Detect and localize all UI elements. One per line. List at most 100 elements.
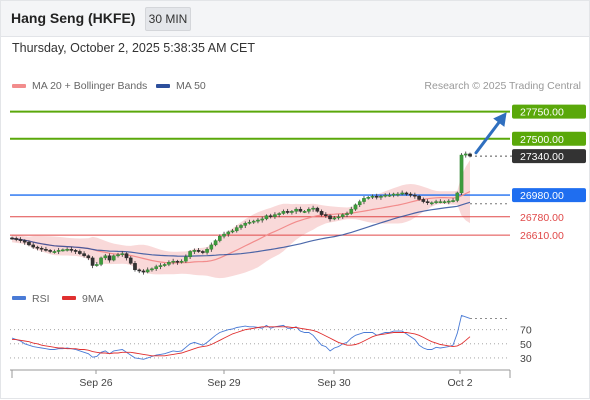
legend-ma20: MA 20 + Bollinger Bands bbox=[12, 80, 147, 92]
level-tag-2 bbox=[512, 149, 586, 164]
candle bbox=[56, 247, 61, 255]
candle bbox=[336, 214, 341, 220]
arrow-head bbox=[493, 112, 507, 127]
candle-body bbox=[446, 200, 451, 203]
ma50-label: MA 50 bbox=[176, 80, 206, 92]
level-label-1: 27500.00 bbox=[520, 134, 564, 146]
candle-body bbox=[307, 208, 311, 212]
level-label-3: 26980.00 bbox=[520, 190, 564, 202]
candle bbox=[14, 236, 19, 242]
candle-body bbox=[61, 249, 65, 252]
candle-body bbox=[226, 231, 231, 235]
candle bbox=[201, 250, 205, 255]
candle-body bbox=[145, 269, 150, 273]
candle-body bbox=[455, 192, 460, 201]
candle-body bbox=[400, 192, 404, 195]
candle bbox=[234, 225, 239, 233]
candle bbox=[408, 192, 413, 198]
candle-body bbox=[442, 201, 447, 203]
candle bbox=[116, 252, 120, 258]
candle-body bbox=[128, 257, 133, 264]
candle-body bbox=[196, 250, 201, 252]
rsi-ma-legend-label: 9MA bbox=[82, 293, 104, 305]
candle bbox=[345, 211, 349, 218]
chart-header: Hang Seng (HKFE) 30 MIN bbox=[0, 0, 590, 37]
timeframe-button[interactable]: 30 MIN bbox=[145, 7, 191, 31]
candle bbox=[95, 262, 99, 267]
candle bbox=[78, 249, 82, 255]
candle-body bbox=[298, 208, 303, 212]
candle-body bbox=[247, 221, 252, 224]
candle bbox=[111, 254, 116, 262]
candle-body bbox=[205, 249, 209, 253]
candle bbox=[340, 213, 345, 219]
candle bbox=[192, 248, 197, 255]
candle-body bbox=[124, 253, 129, 259]
candle-body bbox=[438, 201, 443, 203]
candle bbox=[260, 216, 265, 223]
candle bbox=[150, 267, 154, 272]
candle-body bbox=[234, 227, 239, 232]
candle bbox=[362, 195, 366, 205]
candle-body bbox=[27, 242, 31, 246]
candle-body bbox=[281, 211, 286, 214]
candle-body bbox=[52, 251, 57, 253]
candle-body bbox=[404, 192, 409, 195]
candle-body bbox=[188, 251, 192, 258]
candle bbox=[69, 246, 74, 253]
candle bbox=[277, 212, 281, 218]
candle bbox=[175, 259, 180, 265]
candle bbox=[128, 256, 133, 265]
candle-body bbox=[451, 200, 455, 202]
candle-body bbox=[391, 193, 396, 196]
candle-body bbox=[387, 194, 392, 197]
candle bbox=[374, 193, 379, 200]
candle-body bbox=[332, 217, 337, 220]
candle-body bbox=[111, 255, 116, 261]
level-label-2: 27340.00 bbox=[520, 151, 564, 163]
candle bbox=[205, 247, 209, 255]
candle-body bbox=[302, 211, 307, 213]
candle bbox=[145, 267, 150, 274]
candle bbox=[251, 219, 256, 224]
candle-body bbox=[357, 201, 362, 206]
candle bbox=[404, 191, 409, 196]
candle-body bbox=[90, 257, 95, 266]
x-tick-label-2: Sep 30 bbox=[317, 377, 350, 389]
candle-body bbox=[141, 270, 146, 273]
moving-averages bbox=[11, 191, 471, 264]
candle bbox=[73, 249, 78, 255]
candle bbox=[349, 206, 354, 215]
candle-body bbox=[116, 254, 120, 257]
candle bbox=[379, 194, 383, 200]
candle-body bbox=[315, 207, 320, 212]
candle-body bbox=[10, 237, 14, 240]
candle bbox=[141, 269, 146, 275]
candle-body bbox=[362, 198, 366, 202]
candle bbox=[442, 200, 447, 204]
candle-body bbox=[336, 216, 341, 219]
candle bbox=[154, 264, 158, 271]
candle-body bbox=[349, 208, 354, 214]
candle bbox=[413, 192, 417, 199]
candle-body bbox=[425, 201, 430, 203]
candle-body bbox=[260, 218, 265, 221]
candle bbox=[425, 199, 430, 205]
candle-body bbox=[366, 197, 371, 199]
candle bbox=[52, 249, 57, 254]
candle bbox=[268, 213, 273, 219]
x-tick-label-3: Oct 2 bbox=[447, 377, 472, 389]
candle-body bbox=[31, 244, 36, 248]
candle bbox=[383, 193, 387, 198]
ma20-swatch bbox=[12, 84, 26, 89]
candle bbox=[463, 151, 468, 158]
candle bbox=[281, 209, 286, 215]
candle bbox=[285, 208, 290, 215]
candle-body bbox=[230, 230, 235, 233]
candle bbox=[324, 212, 328, 218]
candle bbox=[315, 206, 320, 213]
rsi-level-label-70: 70 bbox=[520, 325, 532, 337]
candle-body bbox=[217, 236, 222, 241]
